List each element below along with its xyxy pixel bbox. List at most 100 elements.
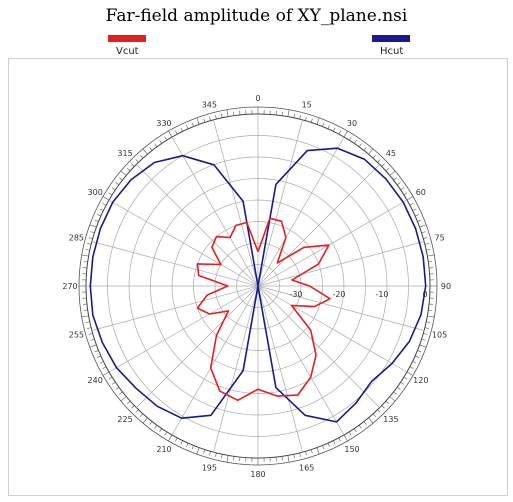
radial-tick-label: -30	[289, 290, 302, 299]
ring-tick	[97, 355, 101, 358]
ring-tick	[99, 208, 104, 211]
grid-spoke	[91, 285, 259, 331]
ring-tick	[102, 203, 107, 206]
ring-tick	[164, 136, 168, 141]
tick-labels: 0 15 30 45 60 75 90 105 120 135 150 165 180 195 210 225…	[62, 94, 451, 479]
ring-tick	[368, 148, 374, 155]
ring-tick	[400, 187, 405, 191]
ring-tick	[358, 424, 362, 429]
ring-tick	[131, 405, 135, 409]
legend-label-hcut: Hcut	[380, 46, 404, 57]
ring-tick	[154, 424, 158, 429]
ring-tick	[343, 434, 348, 442]
ring-tick	[377, 159, 381, 163]
ring-tick	[149, 147, 153, 151]
ring-tick	[293, 454, 295, 459]
ring-tick	[209, 451, 211, 456]
ring-tick	[135, 159, 139, 163]
angle-tick-label: 120	[413, 376, 428, 385]
ring-tick	[94, 350, 99, 353]
angle-tick-label: 195	[202, 464, 217, 473]
ring-tick	[396, 182, 401, 186]
ring-tick	[426, 321, 431, 323]
ring-tick	[175, 437, 178, 442]
angle-tick-label: 255	[69, 331, 84, 340]
ring-tick	[111, 187, 116, 191]
ring-tick	[281, 456, 283, 461]
angle-tick-label: 300	[88, 188, 103, 197]
ring-tick	[377, 409, 381, 413]
ring-tick	[108, 376, 113, 380]
ring-tick	[419, 224, 427, 228]
angle-tick-label: 150	[344, 445, 359, 454]
ring-tick	[102, 366, 107, 369]
legend-swatch-hcut	[372, 35, 410, 42]
ring-tick	[127, 400, 131, 404]
ring-tick	[186, 443, 189, 447]
grid-spoke	[213, 119, 259, 287]
chart-title: Far-field amplitude of XY_plane.nsi	[105, 6, 408, 26]
ring-tick	[203, 449, 206, 454]
ring-tick	[99, 361, 104, 364]
ring-tick	[233, 111, 235, 116]
ring-tick	[406, 371, 414, 376]
ring-tick	[305, 451, 307, 456]
ring-tick	[186, 125, 189, 129]
ring-tick	[83, 261, 88, 263]
ring-tick	[281, 111, 283, 116]
grid-spoke	[257, 136, 345, 287]
ring-tick	[168, 130, 173, 138]
grid-spoke	[136, 285, 259, 408]
ring-tick	[127, 168, 131, 172]
ring-tick	[412, 361, 417, 364]
legend-label-vcut: Vcut	[116, 46, 139, 57]
ring-tick	[406, 196, 414, 201]
ring-tick	[316, 447, 320, 455]
ring-tick	[343, 130, 348, 138]
ring-tick	[338, 130, 341, 135]
angle-tick-label: 180	[250, 470, 265, 479]
ring-tick	[427, 254, 435, 257]
ring-tick	[368, 417, 374, 424]
ring-tick	[87, 243, 92, 245]
ring-tick	[88, 237, 93, 239]
ring-tick	[209, 116, 211, 121]
ring-tick	[164, 431, 168, 436]
angle-tick-label: 75	[435, 233, 445, 242]
ring-tick	[119, 177, 123, 181]
ring-tick	[226, 109, 229, 117]
ring-tick	[389, 170, 396, 176]
ring-tick	[299, 115, 301, 120]
ring-tick	[119, 391, 123, 395]
ring-tick	[381, 405, 385, 409]
ring-tick	[381, 163, 385, 167]
series-line-vcut	[196, 217, 331, 402]
ring-tick	[417, 219, 422, 222]
ring-tick	[372, 155, 376, 159]
ring-tick	[409, 366, 414, 369]
angle-tick-label: 15	[302, 100, 312, 109]
ring-tick	[428, 261, 433, 263]
ring-tick	[372, 413, 376, 417]
series-line-hcut	[89, 147, 427, 423]
ring-tick	[385, 400, 389, 404]
grid-spoke	[257, 119, 303, 287]
ring-tick	[396, 386, 401, 390]
ring-tick	[363, 421, 367, 425]
legend-swatch-vcut	[108, 35, 146, 42]
ring-tick	[175, 130, 178, 135]
ring-tick	[299, 452, 301, 457]
ring-tick	[140, 413, 144, 417]
ring-tick	[221, 454, 223, 459]
series-layer	[89, 147, 427, 423]
ring-tick	[393, 177, 397, 181]
ring-tick	[89, 344, 97, 348]
angle-tick-label: 270	[62, 282, 77, 291]
ring-tick	[89, 224, 97, 228]
ring-tick	[196, 117, 200, 125]
angle-tick-label: 345	[202, 100, 217, 109]
ring-tick	[322, 445, 325, 450]
ring-tick	[226, 455, 229, 463]
angle-tick-label: 45	[386, 149, 396, 158]
